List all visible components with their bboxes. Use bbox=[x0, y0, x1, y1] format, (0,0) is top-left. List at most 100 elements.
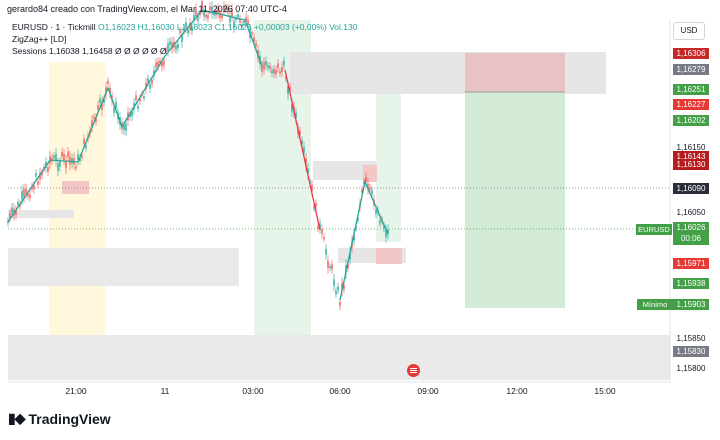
candle-body bbox=[81, 155, 83, 158]
zigzag-down-line bbox=[284, 69, 321, 231]
candle-body bbox=[245, 17, 247, 22]
price-tick: 1,16150 bbox=[676, 143, 706, 152]
candle-body bbox=[387, 229, 389, 235]
price-tick: 1,16050 bbox=[676, 208, 706, 217]
us-flag-icon[interactable] bbox=[407, 364, 420, 377]
zigzag-late-line bbox=[339, 179, 389, 301]
candle-body bbox=[241, 24, 243, 28]
candle-body bbox=[177, 43, 179, 49]
candle-body bbox=[95, 117, 97, 122]
time-tick: 09:00 bbox=[417, 386, 439, 396]
price-label: 1,15903 bbox=[673, 299, 709, 310]
candle-body bbox=[289, 86, 291, 92]
candle-body bbox=[357, 217, 359, 221]
candle-body bbox=[307, 168, 309, 175]
candle-body bbox=[303, 147, 305, 153]
ohlc-values: O1,16023 H1,16030 L1,16023 C1,16026 +0,0… bbox=[97, 22, 327, 32]
candle-body bbox=[211, 6, 213, 14]
candle-body bbox=[167, 43, 169, 51]
candle-body bbox=[67, 151, 69, 158]
candle-body bbox=[85, 145, 87, 149]
gray-zone-small bbox=[8, 210, 74, 218]
candle-body bbox=[35, 173, 37, 177]
candle-body bbox=[229, 15, 231, 23]
candle-body bbox=[313, 206, 315, 209]
symbol-info: EURUSD · 1 · Tickmill O1,16023 H1,16030 … bbox=[12, 22, 357, 32]
asia-session-zone bbox=[49, 62, 106, 380]
candle-body bbox=[113, 108, 115, 113]
candle-body bbox=[317, 226, 319, 229]
time-tick: 12:00 bbox=[506, 386, 528, 396]
candle-body bbox=[147, 78, 149, 83]
time-tick: 15:00 bbox=[594, 386, 616, 396]
candle-body bbox=[39, 172, 41, 180]
candle-body bbox=[151, 80, 153, 85]
time-tick: 03:00 bbox=[242, 386, 264, 396]
candle-body bbox=[217, 8, 219, 14]
candle-body bbox=[267, 65, 269, 68]
candle-body bbox=[327, 260, 329, 268]
candle-body bbox=[185, 22, 187, 28]
price-label: 1,16306 bbox=[673, 48, 709, 59]
candle-body bbox=[281, 66, 283, 73]
tradingview-logo: ▮◆ TradingView bbox=[8, 410, 111, 427]
indicator-zigzag[interactable]: ZigZag++ [LD] bbox=[12, 34, 67, 44]
price-label: 1,16251 bbox=[673, 84, 709, 95]
candle-body bbox=[295, 112, 297, 119]
candle-body bbox=[171, 41, 173, 49]
candle-body bbox=[75, 166, 77, 169]
candle-body bbox=[331, 264, 333, 270]
candle-body bbox=[305, 158, 307, 167]
currency-selector[interactable]: USD bbox=[673, 22, 705, 40]
candle-body bbox=[325, 248, 327, 255]
candle-body bbox=[55, 153, 57, 161]
candle-body bbox=[149, 84, 151, 89]
candle-body bbox=[41, 172, 43, 176]
gray-zone-bottom bbox=[8, 335, 670, 380]
candle-body bbox=[335, 290, 337, 295]
candle-body bbox=[343, 285, 345, 290]
candle-body bbox=[17, 202, 19, 206]
short-position-target[interactable] bbox=[465, 92, 565, 308]
candle-body bbox=[203, 11, 205, 17]
candle-body bbox=[61, 152, 63, 157]
tradingview-mark-icon: ▮◆ bbox=[8, 410, 26, 426]
candle-body bbox=[363, 181, 365, 185]
candle-body bbox=[63, 153, 65, 161]
symbol-name: EURUSD · 1 · Tickmill bbox=[12, 22, 96, 32]
candle-body bbox=[109, 88, 111, 94]
candle-body bbox=[311, 185, 313, 192]
chart-header: gerardo84 creado con TradingView.com, el… bbox=[7, 4, 287, 14]
candle-body bbox=[105, 87, 107, 95]
candle-body bbox=[333, 279, 335, 286]
candle-body bbox=[23, 189, 25, 197]
candle-body bbox=[79, 157, 81, 162]
candle-body bbox=[383, 225, 385, 229]
candle-body bbox=[93, 116, 95, 119]
candle-body bbox=[275, 69, 277, 75]
candle-body bbox=[375, 209, 377, 214]
short-position-stop[interactable] bbox=[465, 53, 565, 92]
indicator-sessions[interactable]: Sessions 1,16038 1,16458 Ø Ø Ø Ø Ø Ø bbox=[12, 46, 167, 56]
candle-body bbox=[199, 12, 201, 16]
candle-body bbox=[135, 95, 137, 101]
candle-body bbox=[29, 194, 31, 199]
candle-body bbox=[197, 15, 199, 21]
candle-body bbox=[329, 266, 331, 269]
candle-body bbox=[143, 96, 145, 99]
red-box-right bbox=[376, 248, 402, 264]
candle-body bbox=[269, 65, 271, 70]
minimum-label: Mínimo bbox=[637, 299, 673, 310]
candle-body bbox=[191, 26, 193, 31]
candle-body bbox=[59, 161, 61, 167]
candle-body bbox=[139, 98, 141, 102]
volume-value: Vol.130 bbox=[329, 22, 358, 32]
candle-body bbox=[339, 301, 341, 307]
candle-body bbox=[65, 160, 67, 169]
candle-body bbox=[221, 15, 223, 19]
candle-body bbox=[181, 34, 183, 42]
candle-body bbox=[201, 1, 203, 9]
candle-body bbox=[205, 14, 207, 18]
candle-body bbox=[247, 19, 249, 25]
